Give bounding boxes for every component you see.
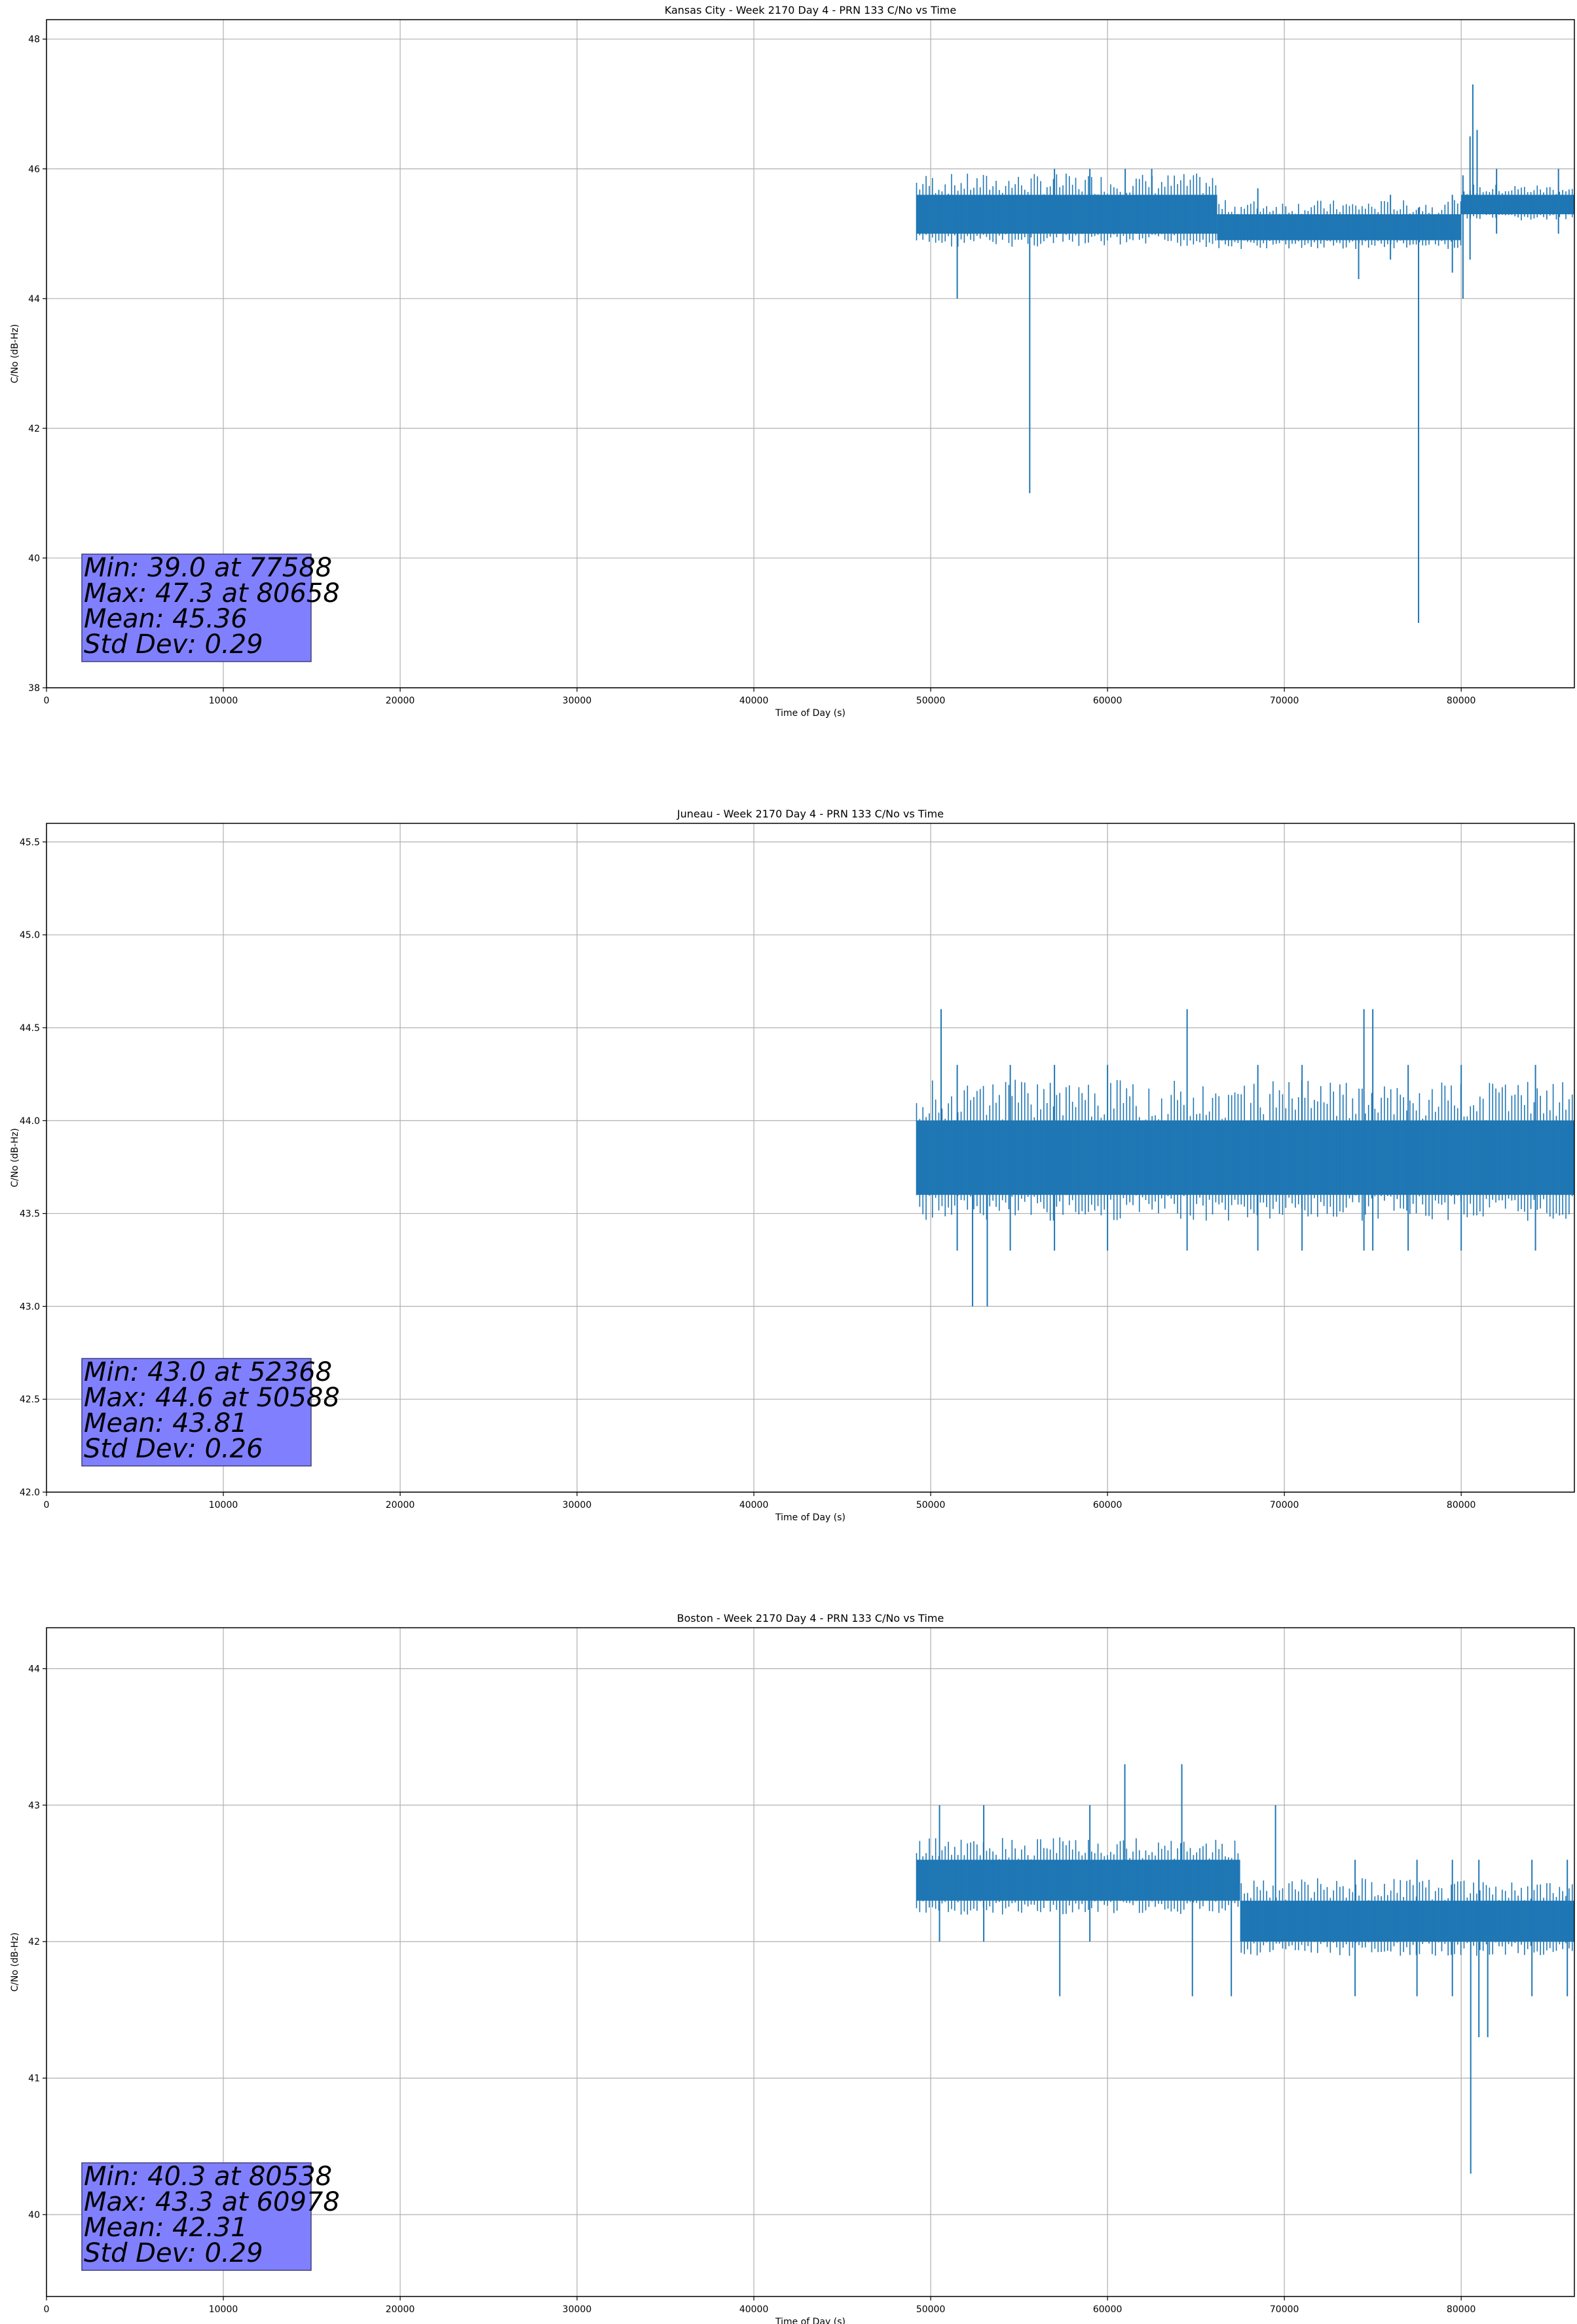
x-tick-label: 10000 xyxy=(209,2304,238,2315)
x-tick-label: 60000 xyxy=(1093,2304,1122,2315)
y-tick-label: 43.0 xyxy=(20,1302,40,1312)
stats-mean: Mean: 42.31 xyxy=(84,2213,248,2243)
chart-panel-3: Boston - Week 2170 Day 4 - PRN 133 C/No … xyxy=(10,1612,1575,2324)
y-axis-label: C/No (dB-Hz) xyxy=(10,324,20,383)
series-band xyxy=(916,195,1217,234)
x-tick-label: 80000 xyxy=(1447,1500,1476,1510)
stats-max: Max: 43.3 at 60978 xyxy=(84,2187,340,2217)
x-tick-label: 80000 xyxy=(1447,2304,1476,2315)
chart-title: Kansas City - Week 2170 Day 4 - PRN 133 … xyxy=(665,4,956,16)
y-tick-label: 46 xyxy=(28,164,40,175)
y-tick-label: 40 xyxy=(28,553,40,564)
y-tick-label: 38 xyxy=(28,683,40,694)
data-series xyxy=(916,1764,1574,2174)
stats-max: Max: 44.6 at 50588 xyxy=(84,1383,340,1413)
series-band xyxy=(916,1860,1240,1901)
y-tick-label: 45.5 xyxy=(20,837,40,848)
x-axis-label: Time of Day (s) xyxy=(775,2317,845,2324)
x-tick-label: 50000 xyxy=(916,1500,946,1510)
x-axis-label: Time of Day (s) xyxy=(775,708,845,719)
chart-panel-2: Juneau - Week 2170 Day 4 - PRN 133 C/No … xyxy=(10,808,1575,1523)
chart-panel-1: Kansas City - Week 2170 Day 4 - PRN 133 … xyxy=(10,4,1575,719)
y-tick-label: 43 xyxy=(28,1801,40,1811)
y-axis-label: C/No (dB-Hz) xyxy=(10,1932,20,1991)
stats-box-background xyxy=(81,2162,312,2271)
data-series xyxy=(916,84,1574,623)
stats-min: Min: 39.0 at 77588 xyxy=(84,553,332,583)
y-tick-label: 44 xyxy=(28,1664,40,1675)
axes-frame xyxy=(46,1627,1575,2297)
y-tick-label: 42 xyxy=(28,1937,40,1947)
x-tick-label: 70000 xyxy=(1270,1500,1299,1510)
x-tick-label: 30000 xyxy=(563,696,592,706)
x-tick-label: 50000 xyxy=(916,696,946,706)
x-tick-label: 0 xyxy=(44,1500,50,1510)
stats-std: Std Dev: 0.29 xyxy=(84,629,263,660)
data-series xyxy=(916,1009,1574,1307)
stats-max: Max: 47.3 at 80658 xyxy=(84,578,340,609)
axes-frame xyxy=(46,823,1575,1493)
stats-std: Std Dev: 0.29 xyxy=(84,2238,263,2268)
y-tick-label: 44 xyxy=(28,294,40,305)
y-tick-label: 41 xyxy=(28,2074,40,2084)
x-tick-label: 40000 xyxy=(739,2304,769,2315)
x-tick-label: 20000 xyxy=(386,2304,415,2315)
y-tick-label: 42.5 xyxy=(20,1395,40,1405)
stats-min: Min: 40.3 at 80538 xyxy=(84,2162,332,2192)
x-tick-label: 10000 xyxy=(209,696,238,706)
y-tick-label: 44.5 xyxy=(20,1023,40,1034)
stats-box-background xyxy=(81,553,312,662)
stats-mean: Mean: 43.81 xyxy=(84,1408,248,1438)
x-tick-label: 70000 xyxy=(1270,696,1299,706)
stats-box-background xyxy=(81,1358,312,1467)
x-tick-label: 60000 xyxy=(1093,696,1122,706)
series-band xyxy=(1240,1900,1574,1942)
x-tick-label: 30000 xyxy=(563,1500,592,1510)
stats-mean: Mean: 45.36 xyxy=(84,604,248,634)
x-tick-label: 60000 xyxy=(1093,1500,1122,1510)
y-tick-label: 48 xyxy=(28,35,40,45)
stats-min: Min: 43.0 at 52368 xyxy=(84,1357,332,1387)
stats-std: Std Dev: 0.26 xyxy=(84,1434,263,1464)
x-tick-label: 70000 xyxy=(1270,2304,1299,2315)
y-tick-label: 40 xyxy=(28,2210,40,2221)
x-tick-label: 20000 xyxy=(386,1500,415,1510)
y-tick-label: 42.0 xyxy=(20,1488,40,1498)
x-tick-label: 50000 xyxy=(916,2304,946,2315)
x-tick-label: 10000 xyxy=(209,1500,238,1510)
axes-frame xyxy=(46,19,1575,688)
x-tick-label: 0 xyxy=(44,2304,50,2315)
x-tick-label: 20000 xyxy=(386,696,415,706)
x-tick-label: 40000 xyxy=(739,1500,769,1510)
chart-title: Juneau - Week 2170 Day 4 - PRN 133 C/No … xyxy=(677,808,944,820)
y-axis-label: C/No (dB-Hz) xyxy=(10,1128,20,1187)
series-band xyxy=(916,1120,1574,1195)
chart-title: Boston - Week 2170 Day 4 - PRN 133 C/No … xyxy=(677,1612,944,1624)
y-tick-label: 44.0 xyxy=(20,1116,40,1127)
x-tick-label: 40000 xyxy=(739,696,769,706)
x-tick-label: 30000 xyxy=(563,2304,592,2315)
x-axis-label: Time of Day (s) xyxy=(775,1512,845,1523)
x-tick-label: 80000 xyxy=(1447,696,1476,706)
y-tick-label: 42 xyxy=(28,424,40,434)
x-tick-label: 0 xyxy=(44,696,50,706)
y-tick-label: 45.0 xyxy=(20,930,40,941)
y-tick-label: 43.5 xyxy=(20,1209,40,1220)
